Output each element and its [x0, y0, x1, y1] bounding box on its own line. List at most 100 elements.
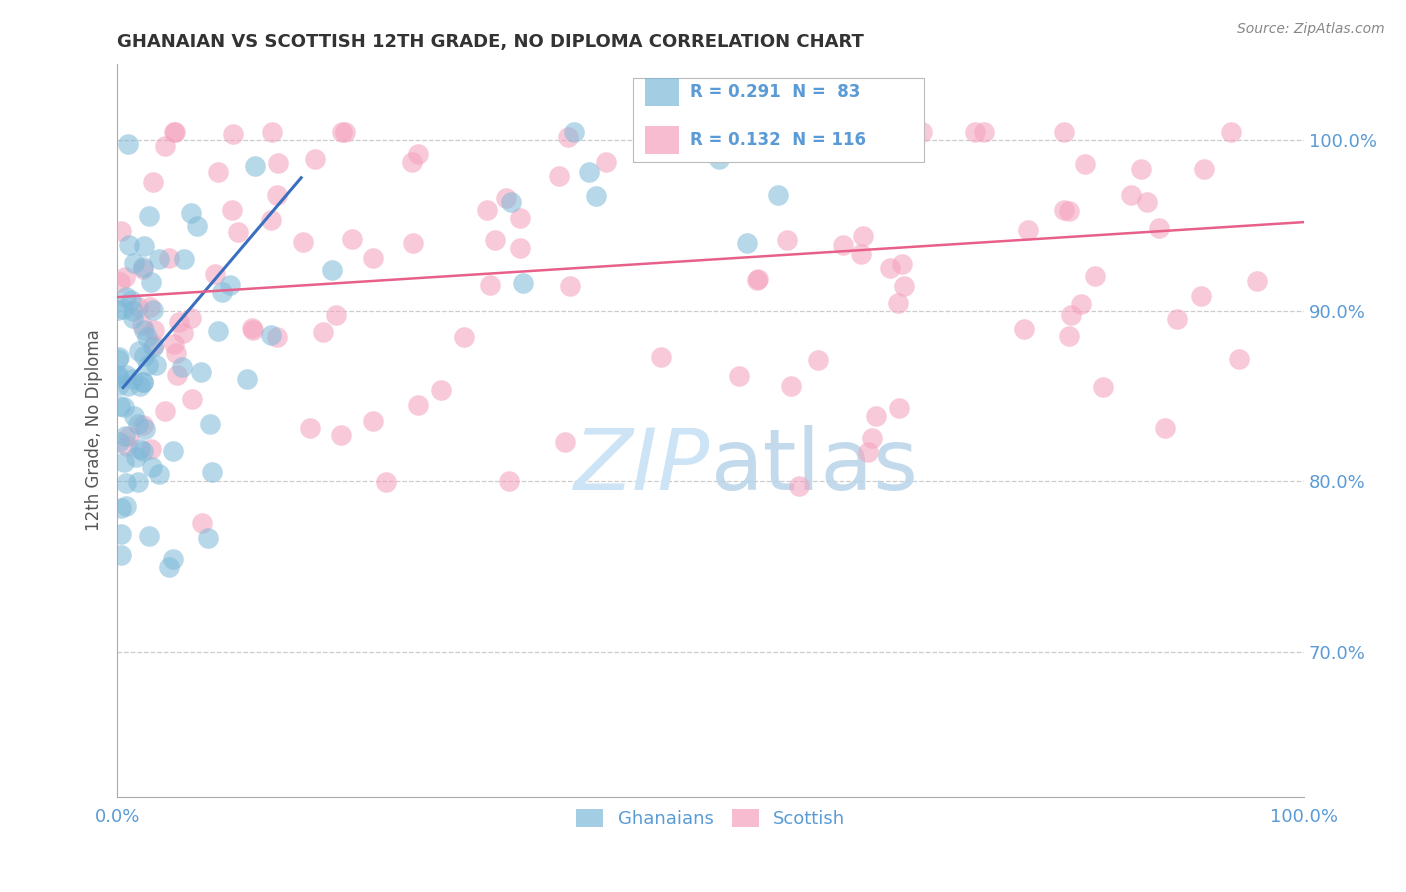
Point: [325, 308, 347, 322]
Point: [1053, 202, 1076, 217]
Point: [112, 302, 135, 317]
Point: [186, 219, 208, 234]
Y-axis label: 12th Grade, No Diploma: 12th Grade, No Diploma: [86, 329, 103, 531]
Point: [165, 346, 187, 360]
Point: [1147, 220, 1170, 235]
Point: [887, 401, 910, 415]
Point: [117, 439, 139, 453]
Point: [1060, 308, 1083, 322]
Point: [108, 399, 131, 413]
Point: [180, 206, 202, 220]
Text: Source: ZipAtlas.com: Source: ZipAtlas.com: [1237, 22, 1385, 37]
Point: [180, 310, 202, 325]
Point: [157, 252, 180, 266]
Point: [564, 125, 586, 139]
Point: [475, 202, 498, 217]
Point: [512, 276, 534, 290]
Text: ZIP: ZIP: [575, 425, 710, 508]
Point: [298, 421, 321, 435]
Point: [134, 422, 156, 436]
Point: [173, 252, 195, 266]
Point: [430, 383, 453, 397]
Point: [499, 195, 522, 210]
Point: [484, 233, 506, 247]
Point: [107, 368, 129, 382]
Point: [1166, 312, 1188, 326]
Point: [1017, 223, 1039, 237]
Point: [136, 330, 159, 344]
Point: [406, 146, 429, 161]
Point: [312, 326, 335, 340]
Point: [162, 552, 184, 566]
Point: [807, 353, 830, 368]
Point: [1052, 125, 1074, 139]
Point: [132, 260, 155, 274]
Point: [709, 152, 731, 166]
Point: [401, 154, 423, 169]
Point: [891, 257, 914, 271]
Point: [132, 376, 155, 390]
Point: [865, 409, 887, 423]
Point: [578, 165, 600, 179]
Point: [172, 326, 194, 340]
Point: [122, 304, 145, 318]
FancyBboxPatch shape: [634, 78, 924, 162]
Point: [1227, 352, 1250, 367]
Point: [143, 323, 166, 337]
Point: [728, 369, 751, 384]
Point: [735, 235, 758, 250]
Point: [266, 187, 288, 202]
Point: [851, 246, 873, 260]
Point: [107, 351, 129, 366]
Point: [117, 137, 139, 152]
Point: [321, 263, 343, 277]
Point: [776, 233, 799, 247]
Bar: [645, 126, 679, 153]
Point: [115, 290, 138, 304]
Point: [789, 131, 811, 145]
Point: [142, 175, 165, 189]
Point: [498, 474, 520, 488]
Point: [886, 295, 908, 310]
Point: [1246, 274, 1268, 288]
Point: [796, 125, 818, 139]
Point: [180, 392, 202, 406]
Point: [787, 478, 810, 492]
Point: [260, 213, 283, 227]
Point: [200, 417, 222, 431]
Point: [221, 202, 243, 217]
Point: [127, 417, 149, 431]
Point: [779, 125, 801, 139]
Point: [1119, 187, 1142, 202]
Point: [291, 235, 314, 249]
Point: [495, 191, 517, 205]
Point: [235, 371, 257, 385]
Point: [557, 130, 579, 145]
Point: [363, 251, 385, 265]
Point: [132, 323, 155, 337]
Point: [110, 527, 132, 541]
Point: [155, 404, 177, 418]
Point: [852, 228, 875, 243]
Point: [120, 293, 142, 307]
Point: [153, 139, 176, 153]
Point: [110, 549, 132, 563]
Point: [112, 455, 135, 469]
Point: [207, 165, 229, 179]
Point: [333, 125, 356, 139]
Point: [402, 235, 425, 250]
Point: [128, 344, 150, 359]
Point: [747, 272, 769, 286]
Point: [1014, 322, 1036, 336]
Point: [136, 358, 159, 372]
Text: R = 0.291  N =  83: R = 0.291 N = 83: [690, 83, 860, 101]
Point: [374, 475, 396, 490]
Point: [128, 442, 150, 456]
Point: [163, 125, 186, 139]
Text: GHANAIAN VS SCOTTISH 12TH GRADE, NO DIPLOMA CORRELATION CHART: GHANAIAN VS SCOTTISH 12TH GRADE, NO DIPL…: [117, 33, 865, 51]
Point: [138, 209, 160, 223]
Point: [554, 435, 576, 450]
Point: [190, 365, 212, 379]
Point: [911, 125, 934, 139]
Text: R = 0.132  N = 116: R = 0.132 N = 116: [690, 131, 866, 149]
